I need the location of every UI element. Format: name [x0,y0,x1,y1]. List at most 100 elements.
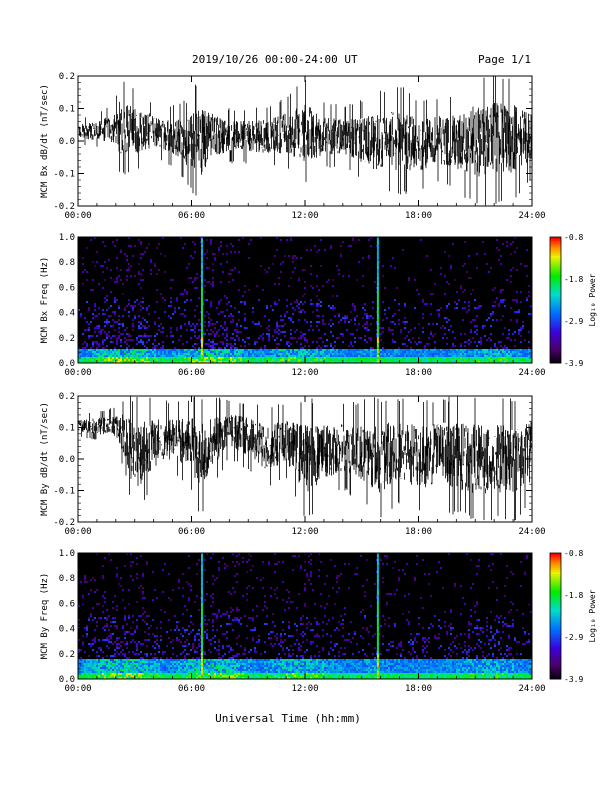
spectrogram-cell [124,253,126,255]
spectrogram-cell [366,353,368,355]
spectrogram-cell [146,327,148,329]
spectrogram-cell [112,671,114,673]
spectrogram-cell [124,341,126,343]
spectrogram-cell [120,669,122,671]
spectrogram-cell [176,355,178,357]
spectrogram-cell [96,341,98,343]
spectrogram-cell [482,351,484,353]
spectrogram-cell [350,341,352,343]
spectrogram-cell [144,353,146,355]
spectrogram-cell [114,361,116,363]
spectrogram-cell [334,315,336,317]
spectrogram-cell [192,643,194,645]
spectrogram-cell [150,355,152,357]
spectrogram-cell [126,259,128,261]
spectrogram-cell [450,265,452,267]
spectrogram-cell [226,675,228,677]
spectrogram-cell [206,665,208,667]
spectrogram-cell [256,661,258,663]
spectrogram-cell [82,349,84,351]
spectrogram-cell [152,355,154,357]
spectrogram-cell [232,661,234,663]
spectrogram-cell [328,349,330,351]
spectrogram-cell [154,361,156,363]
spectrogram-cell [102,309,104,311]
spectrogram-cell [128,351,130,353]
spectrogram-cell [330,343,332,345]
spectrogram-cell [434,355,436,357]
spectrogram-cell [154,653,156,655]
spectrogram-cell [222,333,224,335]
spectrogram-cell [100,663,102,665]
spectrogram-cell [162,663,164,665]
colorbar-segment [550,289,561,293]
spectrogram-cell [364,361,366,363]
spectrogram-cell [196,663,198,665]
spectrogram-cell [348,361,350,363]
spectrogram-cell [352,239,354,241]
spectrogram-cell [142,341,144,343]
spectrogram-cell [208,671,210,673]
spectrogram-cell [460,285,462,287]
spectrogram-cell [94,355,96,357]
spectrogram-cell [104,355,106,357]
spectrogram-cell [502,333,504,335]
spectrogram-cell [332,309,334,311]
spectrogram-cell [288,353,290,355]
spectrogram-cell [86,673,88,675]
spectrogram-cell [166,657,168,659]
spectrogram-cell [88,659,90,661]
spectrogram-cell [182,353,184,355]
spectrogram-cell [84,355,86,357]
spectrogram-cell [140,355,142,357]
spectrogram-cell [514,353,516,355]
spectrogram-cell [132,669,134,671]
spectrogram-cell [190,349,192,351]
spectrogram-cell [232,315,234,317]
spectrogram-cell [250,555,252,557]
spectrogram-cell [196,359,198,361]
spectrogram-cell [270,353,272,355]
spectrogram-cell [498,305,500,307]
spectrogram-cell [342,341,344,343]
spectrogram-cell [254,675,256,677]
spectrogram-cell [464,289,466,291]
spectrogram-cell [244,349,246,351]
spectrogram-cell [90,667,92,669]
spectrogram-cell [242,595,244,597]
spectrogram-cell [280,239,282,241]
spectrogram-cell [488,359,490,361]
spectrogram-cell [420,361,422,363]
spectrogram-cell [118,583,120,585]
spectrogram-cell [154,671,156,673]
spectrogram-cell [240,669,242,671]
spectrogram-cell [122,677,124,679]
spectrogram-cell [500,361,502,363]
spectrogram-cell [196,661,198,663]
spectrogram-cell [138,357,140,359]
spectrogram-cell [168,619,170,621]
spectrogram-cell [504,347,506,349]
spectrogram-cell [244,341,246,343]
spectrogram-cell [148,325,150,327]
spectrogram-cell [90,359,92,361]
spectrogram-cell [260,335,262,337]
spectrogram-cell [354,323,356,325]
colorbar-segment [550,264,561,267]
spectrogram-cell [434,341,436,343]
spectrogram-cell [230,357,232,359]
spectrogram-cell [458,361,460,363]
broadband-line-cell [200,295,203,297]
spectrogram-cell [178,581,180,583]
spectrogram-cell [104,661,106,663]
spectrogram-cell [108,677,110,679]
spectrogram-cell [258,299,260,301]
spectrogram-cell [258,323,260,325]
spectrogram-cell [176,359,178,361]
spectrogram-cell [324,359,326,361]
spectrogram-cell [120,345,122,347]
spectrogram-cell [98,357,100,359]
spectrogram-cell [122,675,124,677]
spectrogram-cell [140,349,142,351]
spectrogram-cell [382,359,384,361]
